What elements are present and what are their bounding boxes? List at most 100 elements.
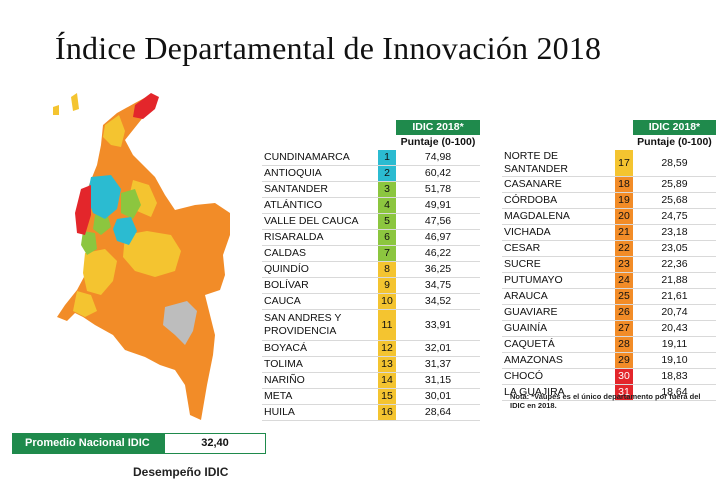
department-score: 22,36 [632, 256, 716, 273]
department-rank: 3 [378, 181, 396, 198]
department-name: CAQUETÁ [502, 336, 616, 353]
department-score: 19,10 [632, 352, 716, 369]
department-row: PUTUMAYO 24 21,88 [502, 272, 716, 289]
department-score: 18,64 [632, 384, 716, 401]
department-name: GUAINÍA [502, 320, 616, 337]
department-score: 30,01 [396, 388, 480, 405]
department-row: BOLÍVAR 9 34,75 [262, 277, 480, 294]
department-rank: 27 [615, 320, 633, 337]
department-score: 28,64 [396, 404, 480, 421]
department-row: VALLE DEL CAUCA 5 47,56 [262, 213, 480, 230]
map-region-green-santander [121, 189, 141, 219]
department-rank: 24 [615, 272, 633, 289]
map-region-yellow-west [83, 249, 117, 295]
table-footnote: Nota: *Vaupés es el único departamento p… [510, 392, 701, 410]
department-name: SUCRE [502, 256, 616, 273]
department-score: 18,83 [632, 368, 716, 385]
department-name: SAN ANDRES Y PROVIDENCIA [262, 309, 378, 341]
department-row: NORTE DE SANTANDER 17 28,59 [502, 150, 716, 177]
department-score: 74,98 [396, 150, 480, 166]
department-row: HUILA 16 28,64 [262, 404, 480, 421]
department-row: SANTANDER 3 51,78 [262, 181, 480, 198]
department-name: ANTIOQUIA [262, 165, 378, 182]
department-score: 20,43 [632, 320, 716, 337]
national-average-value: 32,40 [201, 437, 229, 449]
department-rank: 13 [378, 356, 396, 373]
ranking-table-left: IDIC 2018* Puntaje (0-100) CUNDINAMARCA 1… [262, 120, 480, 421]
department-row: CAUCA 10 34,52 [262, 293, 480, 310]
department-rank: 1 [378, 150, 396, 166]
department-name: META [262, 388, 378, 405]
department-row: VICHADA 21 23,18 [502, 224, 716, 241]
department-name: CESAR [502, 240, 616, 257]
ranking-table-right: IDIC 2018* Puntaje (0-100) NORTE DE SANT… [502, 120, 716, 401]
department-row: RISARALDA 6 46,97 [262, 229, 480, 246]
map-region-cyan-cundinamarca [113, 217, 137, 245]
department-rank: 6 [378, 229, 396, 246]
department-name: CASANARE [502, 176, 616, 193]
department-row: MAGDALENA 20 24,75 [502, 208, 716, 225]
department-name: BOYACÁ [262, 340, 378, 357]
department-score: 31,37 [396, 356, 480, 373]
map-region-gray-vaupes [163, 301, 197, 345]
department-rank: 18 [615, 176, 633, 193]
department-row: SUCRE 23 22,36 [502, 256, 716, 273]
department-rank: 8 [378, 261, 396, 278]
department-name: BOLÍVAR [262, 277, 378, 294]
department-score: 36,25 [396, 261, 480, 278]
department-name: CHOCÓ [502, 368, 616, 385]
page-title: Índice Departamental de Innovación 2018 [55, 30, 602, 66]
department-row: META 15 30,01 [262, 388, 480, 405]
department-name: MAGDALENA [502, 208, 616, 225]
department-name: VICHADA [502, 224, 616, 241]
department-score: 31,15 [396, 372, 480, 389]
department-score: 21,88 [632, 272, 716, 289]
department-rank: 9 [378, 277, 396, 294]
department-row: TOLIMA 13 31,37 [262, 356, 480, 373]
department-score: 20,74 [632, 304, 716, 321]
department-rank: 25 [615, 288, 633, 305]
department-name: GUAVIARE [502, 304, 616, 321]
legend-title: Desempeño IDIC [133, 465, 229, 479]
map-region-green-valle [81, 231, 97, 255]
department-name: CUNDINAMARCA [262, 150, 378, 166]
department-rank: 23 [615, 256, 633, 273]
department-score: 34,52 [396, 293, 480, 310]
department-score: 23,05 [632, 240, 716, 257]
department-row: ARAUCA 25 21,61 [502, 288, 716, 305]
department-rank: 17 [615, 150, 633, 177]
department-name: HUILA [262, 404, 378, 421]
department-name: ATLÁNTICO [262, 197, 378, 214]
department-row: ATLÁNTICO 4 49,91 [262, 197, 480, 214]
department-rank: 20 [615, 208, 633, 225]
department-rank: 14 [378, 372, 396, 389]
department-score: 24,75 [632, 208, 716, 225]
table-header-badge: IDIC 2018* [396, 120, 480, 135]
department-name: ARAUCA [502, 288, 616, 305]
department-score: 21,61 [632, 288, 716, 305]
department-row: LA GUAJIRA 31 18,64 [502, 384, 716, 401]
department-rank: 31 [615, 384, 633, 401]
department-rank: 12 [378, 340, 396, 357]
map-region-green-caldas [93, 213, 111, 235]
department-row: GUAINÍA 27 20,43 [502, 320, 716, 337]
department-rank: 22 [615, 240, 633, 257]
department-name: PUTUMAYO [502, 272, 616, 289]
map-region-yellow-south [73, 291, 97, 317]
department-name: TOLIMA [262, 356, 378, 373]
map-region-yellow-north [103, 115, 125, 147]
colombia-department-map [53, 93, 230, 420]
department-row: QUINDÍO 8 36,25 [262, 261, 480, 278]
department-score: 46,97 [396, 229, 480, 246]
department-score: 25,89 [632, 176, 716, 193]
department-row: CESAR 22 23,05 [502, 240, 716, 257]
department-row: SAN ANDRES Y PROVIDENCIA 11 33,91 [262, 309, 480, 341]
department-name: QUINDÍO [262, 261, 378, 278]
department-score: 32,01 [396, 340, 480, 357]
department-rank: 19 [615, 192, 633, 209]
department-rank: 28 [615, 336, 633, 353]
department-row: AMAZONAS 29 19,10 [502, 352, 716, 369]
table-subheader: Puntaje (0-100) [400, 136, 476, 148]
department-rank: 16 [378, 404, 396, 421]
table-subheader: Puntaje (0-100) [637, 136, 712, 148]
